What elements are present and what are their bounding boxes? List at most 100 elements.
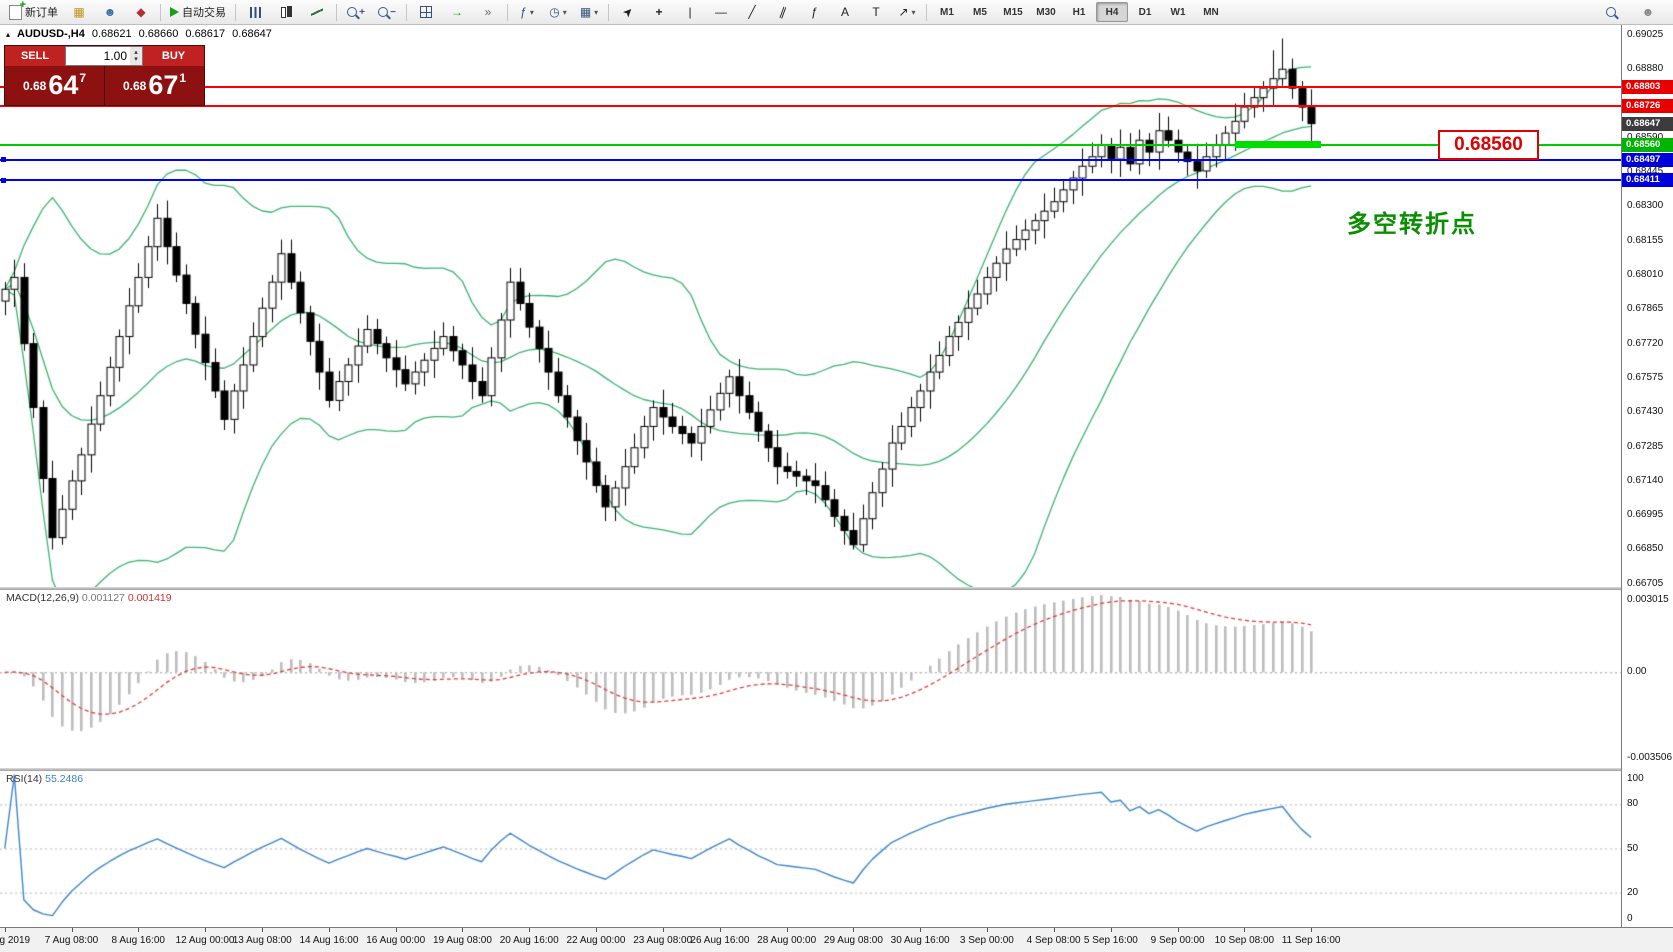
chart-shift-button[interactable]: » (473, 1, 503, 23)
market-watch-button[interactable]: ▦ (64, 1, 94, 23)
channel-button[interactable]: ∥ (768, 1, 798, 23)
price-tick-label: 0.67865 (1627, 303, 1664, 315)
text-label-button[interactable]: T (861, 1, 891, 23)
buy-button[interactable]: BUY (143, 46, 204, 66)
arrows-button[interactable]: ↗ ▾ (892, 1, 922, 23)
search-icon (1605, 7, 1616, 17)
profile-button[interactable]: ☻ (1633, 1, 1663, 23)
new-order-button[interactable]: 新订单 (4, 0, 63, 23)
rsi-tick-label: 20 (1627, 886, 1639, 898)
price-tag: 0.68411 (1622, 173, 1673, 188)
fibonacci-button[interactable]: ƒ (799, 1, 829, 23)
price-note-label[interactable]: 0.68560 (1438, 130, 1539, 160)
support-zone-marker[interactable] (1234, 141, 1321, 149)
indicators-button[interactable]: ƒ ▾ (512, 1, 542, 23)
time-tick-mark (1053, 928, 1055, 932)
horizontal-level-line-resistance[interactable] (0, 86, 1621, 89)
timeframe-W1[interactable]: W1 (1170, 6, 1186, 18)
candle-chart-button[interactable] (271, 1, 301, 23)
zoom-in-button[interactable]: + (341, 1, 371, 23)
horizontal-line-button[interactable]: — (706, 1, 736, 23)
volume-field[interactable]: 1.00 ▴ ▾ (65, 46, 143, 66)
buy-price-prefix: 0.68 (122, 78, 147, 93)
timeframe-H1[interactable]: H1 (1072, 6, 1086, 18)
pane-separator[interactable] (0, 587, 1673, 590)
line-handle[interactable] (1, 177, 6, 183)
alerts-button[interactable]: ◆ (126, 1, 156, 23)
navigator-button[interactable]: ☻ (95, 1, 125, 23)
volume-up-button[interactable]: ▴ (134, 49, 138, 56)
pane-separator[interactable] (0, 768, 1673, 771)
timeframe-MN[interactable]: MN (1203, 6, 1219, 18)
price-tick-label: 0.68445 (1627, 166, 1664, 178)
time-tick-label: 29 Aug 08:00 (823, 935, 883, 946)
rsi-canvas[interactable] (0, 771, 1621, 926)
price-scale[interactable]: 0.690250.688800.687350.685900.684450.683… (1621, 25, 1673, 927)
main-chart-pane[interactable] (0, 25, 1621, 587)
time-tick-mark (853, 928, 855, 932)
timeframe-D1[interactable]: D1 (1138, 6, 1152, 18)
cursor-button[interactable]: ➤ (613, 1, 643, 23)
vertical-line-icon: | (688, 5, 692, 19)
templates-icon: ▦ (579, 5, 592, 19)
timeframe-H4[interactable]: H4 (1096, 2, 1128, 22)
bars-chart-button[interactable] (240, 1, 270, 23)
time-tick-mark (920, 928, 922, 932)
timeframe-M15[interactable]: M15 (1003, 6, 1023, 18)
timeframe-M5[interactable]: M5 (973, 6, 987, 18)
buy-price-button[interactable]: 0.68 67 1 (105, 66, 204, 105)
auto-trading-button[interactable]: 自动交易 (165, 1, 231, 23)
zoom-in-icon (347, 7, 358, 17)
auto-scroll-button[interactable]: → (442, 1, 472, 23)
price-chart-canvas[interactable] (0, 25, 1621, 587)
rsi-tick-label: 100 (1627, 773, 1644, 784)
crosshair-button[interactable]: + (644, 1, 674, 23)
tile-windows-button[interactable] (411, 1, 441, 23)
chevron-down-icon: ▾ (911, 7, 916, 17)
trade-panel-prices: 0.68 64 7 0.68 67 1 (5, 66, 204, 105)
toolbar-separator (507, 3, 508, 21)
horizontal-level-line-support[interactable] (0, 158, 1621, 161)
navigator-icon: ☻ (103, 5, 117, 19)
ohlc-close: 0.68647 (232, 28, 272, 40)
zoom-out-button[interactable]: − (372, 1, 402, 23)
time-tick-mark (395, 928, 397, 932)
time-tick-label: 22 Aug 00:00 (566, 935, 626, 946)
time-tick-label: 10 Sep 08:00 (1214, 935, 1275, 946)
templates-button[interactable]: ▦ ▾ (574, 1, 604, 23)
time-tick-mark (71, 928, 73, 932)
price-tick-label: 0.66705 (1627, 577, 1664, 589)
volume-value[interactable]: 1.00 (103, 49, 127, 63)
sell-price-button[interactable]: 0.68 64 7 (5, 66, 105, 105)
time-tick-label: 8 Aug 16:00 (111, 935, 165, 946)
time-axis[interactable]: 6 Aug 2019 7 Aug 08:00 8 Aug 16:00 12 Aug 0… (0, 927, 1673, 952)
volume-down-button[interactable]: ▾ (134, 56, 138, 63)
vertical-line-button[interactable]: | (675, 1, 705, 23)
time-tick-label: 30 Aug 16:00 (890, 935, 950, 946)
horizontal-level-line-support[interactable] (0, 179, 1621, 182)
horizontal-level-line-resistance[interactable] (0, 104, 1621, 107)
timeframe-M1[interactable]: M1 (940, 6, 954, 18)
rsi-pane[interactable] (0, 771, 1621, 926)
time-tick-label: 28 Aug 00:00 (757, 935, 817, 946)
chevron-down-icon: ▾ (594, 7, 599, 17)
alerts-icon: ◆ (136, 5, 146, 19)
text-button[interactable]: A (830, 1, 860, 23)
horizontal-line-icon: — (715, 5, 727, 19)
line-handle[interactable] (1, 157, 6, 163)
rsi-tick-label: 50 (1627, 842, 1639, 854)
plus-sign: + (359, 6, 365, 18)
timeframe-M30[interactable]: M30 (1036, 6, 1056, 18)
sell-button[interactable]: SELL (5, 46, 65, 66)
macd-canvas[interactable] (0, 590, 1621, 768)
one-click-toggle-icon[interactable]: ▴ (6, 29, 11, 39)
macd-pane[interactable] (0, 590, 1621, 768)
trendline-button[interactable]: ╱ (737, 1, 767, 23)
time-tick-label: 12 Aug 00:00 (175, 935, 235, 946)
periods-button[interactable]: ◷ ▾ (543, 1, 573, 23)
line-chart-button[interactable] (302, 1, 332, 23)
text-label-icon: T (872, 5, 880, 19)
horizontal-level-line-support[interactable] (0, 143, 1621, 146)
chinese-annotation[interactable]: 多空转折点 (1347, 211, 1477, 238)
search-button[interactable] (1597, 1, 1627, 23)
